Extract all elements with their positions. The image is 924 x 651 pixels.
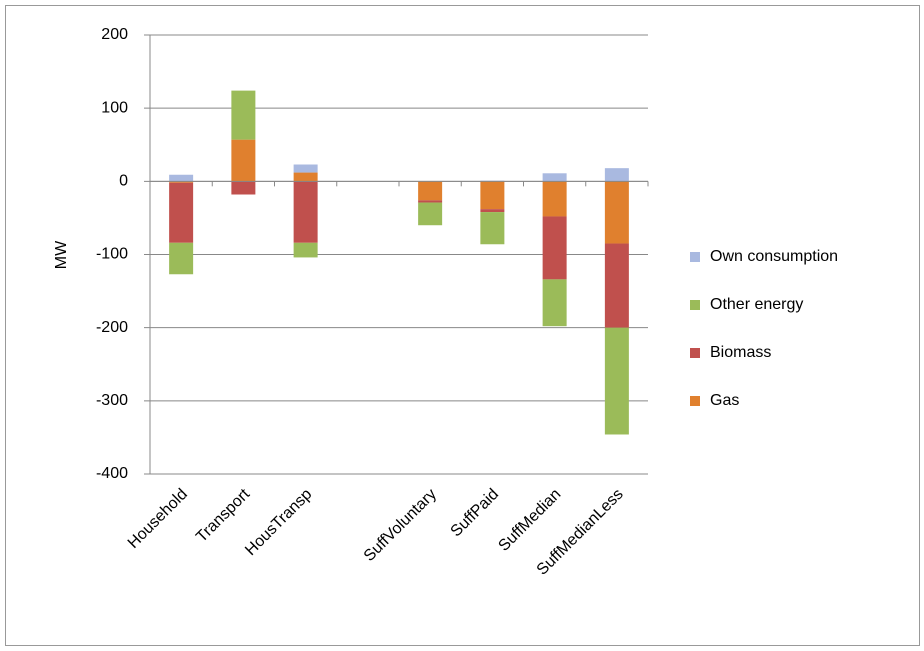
bar-segment — [418, 181, 443, 201]
y-axis-label: MW — [53, 240, 70, 269]
bar-segment — [542, 173, 567, 182]
bar-segment — [542, 181, 567, 217]
bar-segment — [604, 243, 629, 328]
bar-segment — [231, 139, 256, 182]
y-tick-label: -100 — [96, 246, 128, 263]
bar-segment — [293, 181, 318, 243]
chart-border — [5, 5, 920, 646]
bar-segment — [542, 216, 567, 280]
bar-segment — [293, 242, 318, 258]
bar-segment — [293, 164, 318, 173]
legend-swatch — [690, 300, 700, 310]
bar-segment — [293, 172, 318, 182]
legend-label: Own consumption — [710, 248, 838, 265]
legend-label: Other energy — [710, 296, 803, 313]
y-tick-label: 100 — [101, 99, 128, 116]
bar-segment — [418, 202, 443, 226]
bar-segment — [418, 200, 443, 203]
legend-swatch — [690, 348, 700, 358]
y-tick-label: 0 — [119, 173, 128, 190]
y-tick-label: -200 — [96, 319, 128, 336]
bar-segment — [231, 181, 256, 195]
bar-segment — [169, 182, 194, 243]
bar-segment — [480, 209, 505, 213]
bar-segment — [542, 279, 567, 327]
y-tick-label: -400 — [96, 465, 128, 482]
y-tick-label: 200 — [101, 26, 128, 43]
bar-segment — [604, 181, 629, 244]
bar-segment — [169, 174, 194, 182]
legend-swatch — [690, 396, 700, 406]
bar-segment — [231, 90, 256, 140]
bar-segment — [169, 181, 194, 183]
legend-swatch — [690, 252, 700, 262]
bar-segment — [169, 242, 194, 275]
bar-segment — [604, 327, 629, 435]
legend-label: Gas — [710, 392, 739, 409]
bar-segment — [480, 212, 505, 245]
y-tick-label: -300 — [96, 392, 128, 409]
bar-segment — [480, 181, 505, 210]
bar-segment — [604, 168, 629, 182]
legend-label: Biomass — [710, 344, 771, 361]
